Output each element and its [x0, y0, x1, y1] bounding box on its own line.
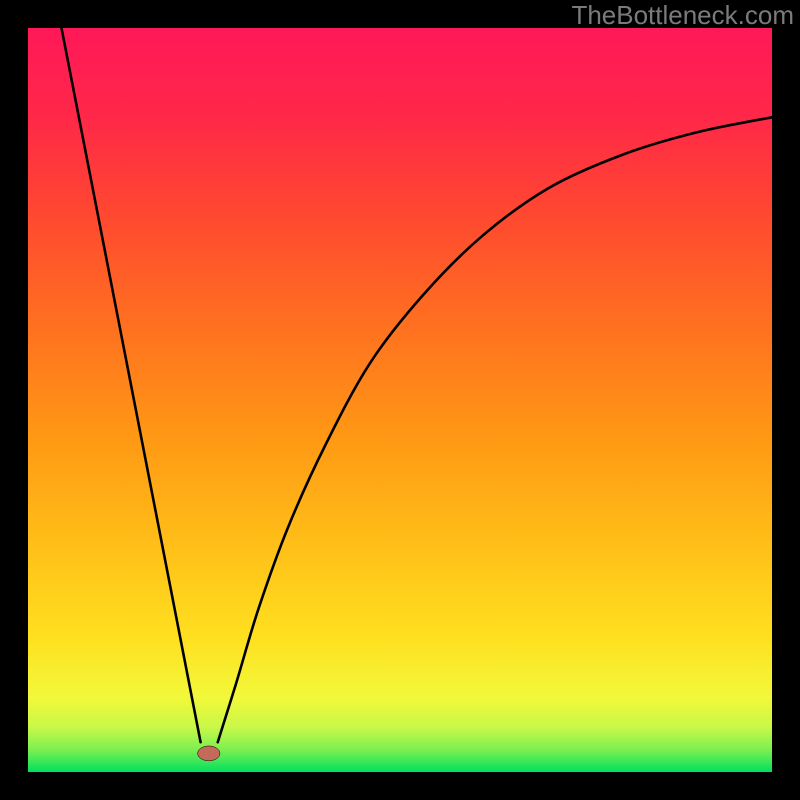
chart-stage: TheBottleneck.com	[0, 0, 800, 800]
gradient-background	[28, 28, 772, 772]
plot-svg	[28, 28, 772, 772]
watermark-text: TheBottleneck.com	[571, 0, 794, 31]
bottleneck-marker	[198, 746, 220, 761]
plot-area	[28, 28, 772, 772]
